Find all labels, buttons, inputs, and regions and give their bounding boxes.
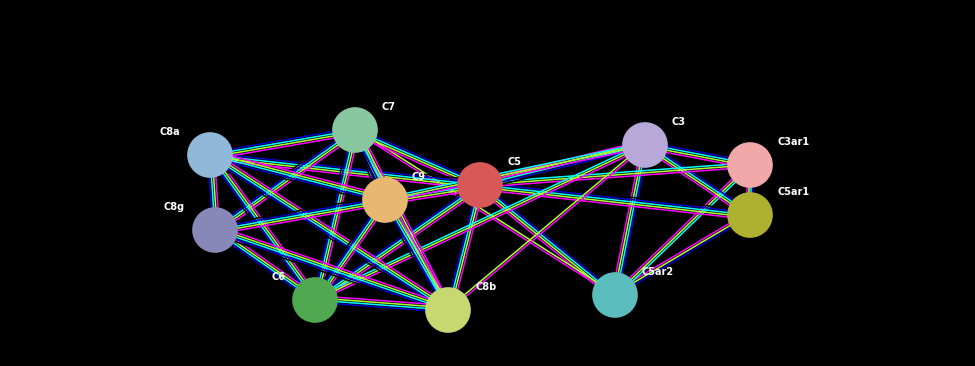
Circle shape — [293, 278, 337, 322]
Text: C8g: C8g — [164, 202, 185, 212]
Circle shape — [458, 163, 502, 207]
Text: C3ar1: C3ar1 — [777, 137, 809, 147]
Text: C7: C7 — [382, 102, 396, 112]
Circle shape — [728, 193, 772, 237]
Text: C9: C9 — [412, 172, 426, 182]
Circle shape — [593, 273, 637, 317]
Text: C5ar1: C5ar1 — [777, 187, 809, 197]
Circle shape — [426, 288, 470, 332]
Text: C3: C3 — [672, 117, 686, 127]
Text: C6: C6 — [271, 272, 285, 282]
Circle shape — [333, 108, 377, 152]
Circle shape — [728, 143, 772, 187]
Text: C8b: C8b — [475, 282, 496, 292]
Circle shape — [188, 133, 232, 177]
Circle shape — [193, 208, 237, 252]
Text: C8a: C8a — [159, 127, 180, 137]
Text: C5: C5 — [507, 157, 521, 167]
Circle shape — [623, 123, 667, 167]
Text: C5ar2: C5ar2 — [642, 267, 674, 277]
Circle shape — [363, 178, 407, 222]
